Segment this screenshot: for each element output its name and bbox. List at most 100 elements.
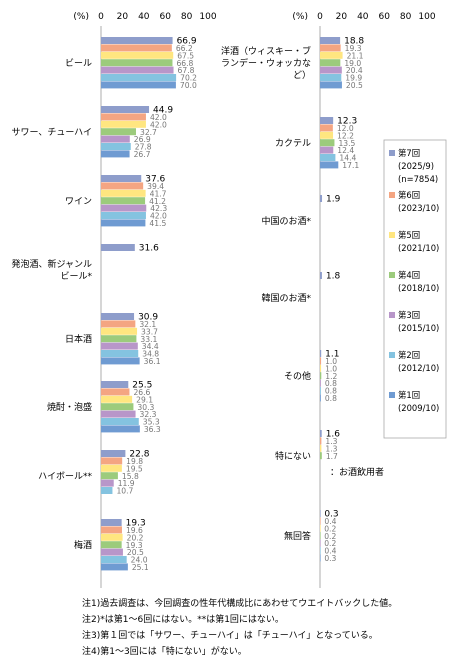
- legend-label-6-1: (2009/10): [398, 403, 439, 413]
- bar-1-1-5: [320, 154, 336, 161]
- value-label-0-2-1: 39.4: [147, 182, 164, 191]
- category-label-0-3-0: 発泡酒、新ジャンル: [11, 258, 92, 270]
- bar-1-6-5: [320, 547, 321, 554]
- value-label-0-6-2: 19.5: [126, 464, 143, 473]
- value-label-1-6-5: 0.4: [324, 547, 336, 556]
- value-label-0-4-5: 34.8: [142, 350, 159, 359]
- value-label-0-4-0: 30.9: [138, 313, 158, 323]
- value-label-1-3-0: 1.8: [326, 272, 341, 282]
- bar-0-2-5: [101, 212, 146, 219]
- bar-1-2-0: [320, 195, 323, 202]
- bar-1-5-3: [320, 452, 322, 460]
- value-label-0-0-1: 66.2: [176, 44, 193, 53]
- value-label-0-5-0: 25.5: [132, 381, 152, 391]
- bar-0-2-3: [101, 197, 146, 205]
- bar-0-1-4: [101, 135, 130, 143]
- category-label-1-0-0: 洋酒（ウィスキー・ブ: [221, 45, 311, 57]
- value-label-1-6-2: 0.2: [324, 524, 336, 533]
- value-label-0-5-5: 35.3: [143, 418, 160, 427]
- value-label-0-1-5: 27.8: [135, 143, 152, 152]
- value-label-0-7-5: 24.0: [131, 556, 148, 565]
- legend-swatch-1: [389, 192, 395, 198]
- value-label-0-6-4: 11.9: [118, 479, 135, 488]
- value-label-0-0-2: 67.5: [177, 51, 194, 60]
- bar-1-1-1: [320, 124, 333, 132]
- value-label-1-1-3: 13.5: [338, 139, 355, 148]
- bar-1-6-0: [320, 510, 321, 517]
- footnote-3: 注3)第１回では「サワー、チューハイ」は「チューハイ」となっている。: [82, 631, 378, 641]
- category-label-1-5-0: 特にない: [275, 450, 311, 462]
- value-label-0-6-1: 19.8: [126, 457, 143, 466]
- value-label-0-7-0: 19.3: [126, 519, 146, 529]
- value-label-0-1-2: 42.0: [150, 120, 167, 129]
- legend-swatch-4: [389, 312, 395, 318]
- bar-1-0-4: [320, 66, 342, 74]
- bar-1-0-0: [320, 37, 341, 44]
- value-label-1-1-2: 12.2: [337, 131, 354, 140]
- unit-label-0: (%): [73, 12, 89, 22]
- value-label-0-2-3: 41.2: [149, 197, 166, 206]
- bar-0-5-5: [101, 418, 139, 425]
- footnote-2: 注2)*は第1～6回にはない。**は第1回にはない。: [82, 615, 284, 625]
- value-label-0-1-0: 44.9: [153, 106, 173, 116]
- bar-0-0-4: [101, 66, 174, 74]
- bar-1-4-0: [320, 350, 322, 357]
- value-label-1-6-0: 0.3: [324, 510, 338, 520]
- bar-0-4-4: [101, 342, 138, 350]
- bar-1-6-4: [320, 539, 321, 547]
- value-label-0-5-1: 26.6: [133, 388, 150, 397]
- value-label-0-0-3: 66.8: [176, 59, 193, 68]
- value-label-0-3-0: 31.6: [139, 244, 159, 254]
- category-label-1-2-0: 中国のお酒*: [261, 215, 311, 227]
- footnote-4: 注4)第1～3回には「特にない」がない。: [82, 647, 247, 657]
- bar-1-6-3: [320, 532, 321, 540]
- value-label-1-0-4: 20.4: [346, 66, 363, 75]
- bar-1-5-1: [320, 437, 322, 445]
- legend-swatch-6: [389, 392, 395, 398]
- bar-0-7-0: [101, 519, 122, 526]
- value-label-1-5-0: 1.6: [326, 430, 341, 440]
- value-label-0-6-3: 15.8: [122, 472, 139, 481]
- category-label-1-3-0: 韓国のお酒*: [261, 293, 311, 304]
- legend-label-4-1: (2015/10): [398, 323, 439, 333]
- bar-0-2-1: [101, 182, 144, 190]
- bar-1-5-0: [320, 430, 322, 437]
- value-label-0-5-6: 36.3: [144, 425, 161, 434]
- value-label-0-4-4: 34.4: [142, 342, 159, 351]
- bar-0-5-4: [101, 410, 136, 418]
- value-label-0-1-3: 32.7: [140, 128, 157, 137]
- bar-1-1-2: [320, 131, 334, 139]
- value-label-1-1-5: 14.4: [339, 154, 356, 163]
- value-label-0-7-3: 19.3: [126, 541, 143, 550]
- value-label-1-4-1: 1.0: [325, 357, 337, 366]
- bar-0-1-6: [101, 150, 130, 158]
- bar-0-1-5: [101, 143, 131, 150]
- bar-0-6-1: [101, 457, 123, 465]
- legend-label-1-1: (2023/10): [398, 203, 439, 213]
- value-label-0-2-0: 37.6: [145, 175, 165, 185]
- bar-0-7-6: [101, 563, 128, 571]
- value-label-0-7-4: 20.5: [127, 548, 144, 557]
- category-label-1-0-1: ランデー・ウォッカな: [221, 57, 311, 69]
- bar-0-4-2: [101, 327, 138, 335]
- footnotes: 注1)過去調査は、今回調査の性年代構成比にあわせてウエイトバックした値。 注2)…: [82, 596, 397, 660]
- value-label-1-6-1: 0.4: [324, 517, 336, 526]
- bar-1-1-4: [320, 146, 334, 154]
- value-label-0-5-3: 30.3: [137, 403, 154, 412]
- bar-1-4-2: [320, 364, 322, 372]
- value-label-1-2-0: 1.9: [326, 195, 341, 205]
- unit-label-1: (%): [292, 12, 308, 22]
- value-label-1-5-3: 1.7: [326, 452, 338, 461]
- value-label-1-4-5: 0.8: [325, 387, 337, 396]
- value-label-0-7-2: 20.2: [127, 533, 144, 542]
- bar-0-5-1: [101, 388, 130, 396]
- bar-0-5-6: [101, 425, 140, 433]
- value-label-0-1-4: 26.9: [134, 135, 151, 144]
- bar-0-6-2: [101, 464, 122, 472]
- category-label-0-7-0: 梅酒: [74, 539, 92, 551]
- bar-0-4-3: [101, 335, 137, 343]
- x-tick-0-80: 80: [181, 12, 193, 22]
- footnote-1: 注1)過去調査は、今回調査の性年代構成比にあわせてウエイトバックした値。: [82, 599, 398, 609]
- value-label-0-4-1: 32.1: [139, 320, 156, 329]
- bar-0-1-1: [101, 113, 146, 121]
